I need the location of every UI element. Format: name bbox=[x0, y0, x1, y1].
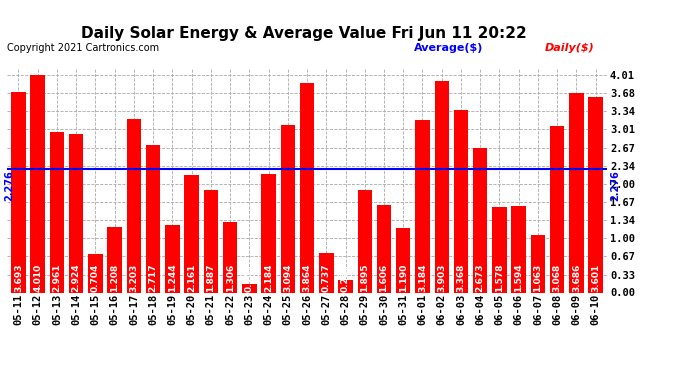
Bar bbox=[300, 83, 314, 292]
Bar bbox=[454, 110, 469, 292]
Text: Copyright 2021 Cartronics.com: Copyright 2021 Cartronics.com bbox=[7, 43, 159, 53]
Bar bbox=[88, 254, 103, 292]
Bar bbox=[50, 132, 64, 292]
Bar bbox=[262, 174, 276, 292]
Text: 3.686: 3.686 bbox=[572, 264, 581, 292]
Text: 1.208: 1.208 bbox=[110, 264, 119, 292]
Bar bbox=[435, 81, 449, 292]
Text: Daily Solar Energy & Average Value Fri Jun 11 20:22: Daily Solar Energy & Average Value Fri J… bbox=[81, 26, 526, 41]
Bar bbox=[184, 176, 199, 292]
Bar bbox=[377, 206, 391, 292]
Bar bbox=[511, 206, 526, 292]
Bar bbox=[165, 225, 179, 292]
Text: 2.184: 2.184 bbox=[264, 264, 273, 292]
Bar bbox=[146, 145, 160, 292]
Text: 1.606: 1.606 bbox=[380, 264, 388, 292]
Bar bbox=[531, 235, 545, 292]
Text: 0.737: 0.737 bbox=[322, 264, 331, 292]
Text: 2.161: 2.161 bbox=[187, 264, 196, 292]
Text: 3.601: 3.601 bbox=[591, 264, 600, 292]
Text: 3.368: 3.368 bbox=[457, 264, 466, 292]
Text: 3.068: 3.068 bbox=[553, 264, 562, 292]
Text: 1.306: 1.306 bbox=[226, 264, 235, 292]
Bar bbox=[492, 207, 506, 292]
Text: 2.717: 2.717 bbox=[148, 263, 157, 292]
Bar bbox=[569, 93, 584, 292]
Text: 3.203: 3.203 bbox=[130, 264, 139, 292]
Bar bbox=[127, 119, 141, 292]
Text: 2.276: 2.276 bbox=[610, 170, 620, 201]
Bar bbox=[223, 222, 237, 292]
Bar bbox=[30, 75, 45, 292]
Bar bbox=[396, 228, 411, 292]
Text: 3.903: 3.903 bbox=[437, 264, 446, 292]
Text: 1.244: 1.244 bbox=[168, 263, 177, 292]
Text: Average($): Average($) bbox=[414, 43, 484, 53]
Text: 1.895: 1.895 bbox=[360, 264, 369, 292]
Text: 1.063: 1.063 bbox=[533, 264, 542, 292]
Text: 3.184: 3.184 bbox=[418, 264, 427, 292]
Text: 2.276: 2.276 bbox=[4, 170, 14, 201]
Bar bbox=[550, 126, 564, 292]
Text: 0.227: 0.227 bbox=[341, 264, 350, 292]
Text: 0.704: 0.704 bbox=[91, 264, 100, 292]
Text: 2.673: 2.673 bbox=[475, 264, 484, 292]
Bar bbox=[242, 284, 257, 292]
Bar bbox=[69, 134, 83, 292]
Text: 1.887: 1.887 bbox=[206, 264, 215, 292]
Text: 3.693: 3.693 bbox=[14, 264, 23, 292]
Text: 2.924: 2.924 bbox=[72, 263, 81, 292]
Bar bbox=[589, 97, 603, 292]
Bar bbox=[338, 280, 353, 292]
Text: Daily($): Daily($) bbox=[545, 43, 595, 53]
Text: 3.094: 3.094 bbox=[284, 264, 293, 292]
Bar bbox=[415, 120, 430, 292]
Text: 2.961: 2.961 bbox=[52, 264, 61, 292]
Bar bbox=[357, 190, 372, 292]
Text: 4.010: 4.010 bbox=[33, 264, 42, 292]
Text: 1.578: 1.578 bbox=[495, 264, 504, 292]
Bar bbox=[319, 252, 333, 292]
Text: 1.190: 1.190 bbox=[399, 264, 408, 292]
Bar bbox=[204, 190, 218, 292]
Text: 3.864: 3.864 bbox=[302, 264, 312, 292]
Bar bbox=[473, 148, 487, 292]
Text: 1.594: 1.594 bbox=[514, 263, 523, 292]
Bar bbox=[108, 227, 122, 292]
Text: 0.157: 0.157 bbox=[245, 264, 254, 292]
Bar bbox=[281, 125, 295, 292]
Bar bbox=[11, 92, 26, 292]
